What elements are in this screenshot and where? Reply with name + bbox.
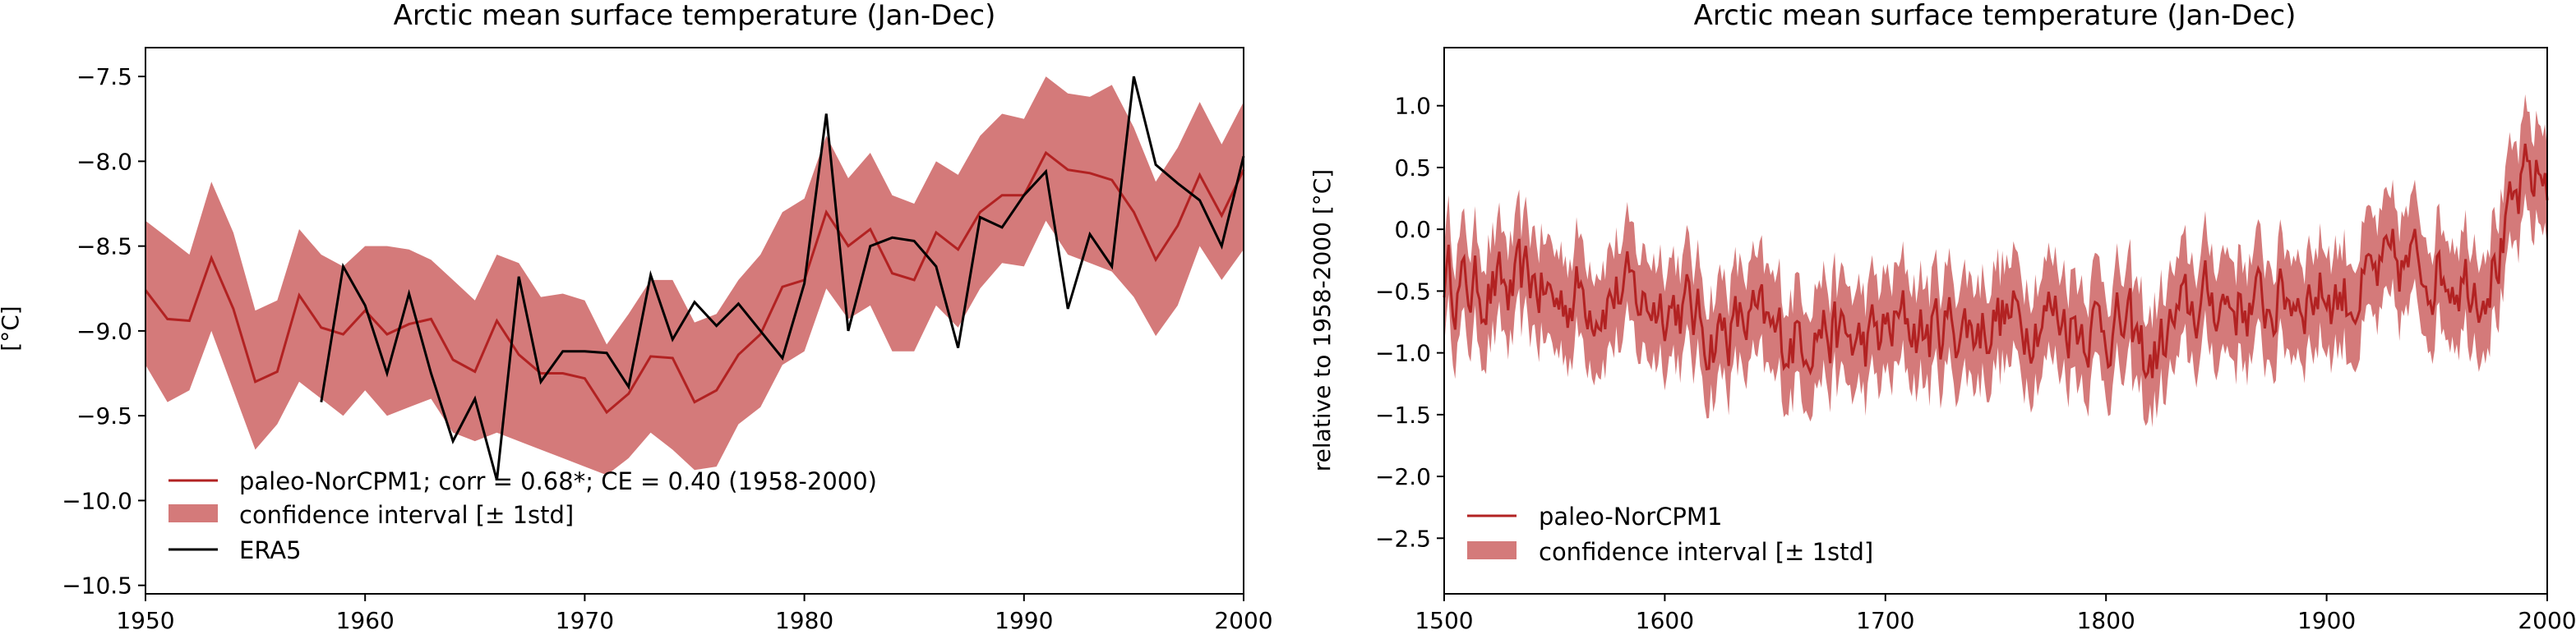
x-tick-label: 2000 (2518, 607, 2576, 634)
x-tick-label: 1600 (1636, 607, 1694, 634)
y-tick-label: −2.0 (1375, 463, 1431, 490)
series-line-era5 (320, 76, 1245, 480)
x-tick-label: 1500 (1415, 607, 1473, 634)
y-tick-label: −8.5 (76, 233, 132, 260)
x-tick-label: 2000 (1214, 607, 1272, 634)
x-tick-label: 1980 (775, 607, 833, 634)
x-tick-label: 1990 (995, 607, 1053, 634)
right-legend-band-swatch (1467, 541, 1517, 559)
series-line-paleo-norcpm1 (144, 150, 1245, 415)
left-ticks: 1950 1960 1970 1980 1990 2000 −10.5 −10.0 −9.5 −9… (62, 63, 1272, 634)
left-legend-entry-era5: ERA5 (239, 536, 302, 564)
left-y-axis-label: [°C] (0, 306, 24, 351)
left-legend: paleo-NorCPM1; corr = 0.68*; CE = 0.40 (… (169, 467, 877, 564)
x-tick-label: 1700 (1856, 607, 1914, 634)
y-tick-label: 0.5 (1394, 154, 1431, 182)
x-tick-label: 1800 (2077, 607, 2135, 634)
x-tick-label: 1970 (556, 607, 614, 634)
y-tick-label: −0.5 (1375, 278, 1431, 305)
left-confidence-band (145, 76, 1244, 476)
right-plot-frame (1443, 47, 2548, 595)
y-tick-label: −9.0 (76, 318, 132, 345)
right-confidence-band (1444, 94, 2547, 428)
y-tick-label: −1.5 (1375, 402, 1431, 429)
confidence-band-area (145, 76, 1244, 476)
left-legend-entry-mean: paleo-NorCPM1; corr = 0.68*; CE = 0.40 (… (239, 467, 877, 495)
left-chart: Arctic mean surface temperature (Jan-Dec… (0, 0, 1273, 634)
y-tick-label: 1.0 (1394, 93, 1431, 120)
y-tick-label: −9.5 (76, 402, 132, 430)
right-lines (1443, 143, 2549, 379)
x-tick-label: 1900 (2297, 607, 2356, 634)
confidence-band-area (1444, 94, 2547, 428)
right-chart-title: Arctic mean surface temperature (Jan-Dec… (1694, 0, 2297, 32)
y-tick-label: −7.5 (76, 63, 132, 90)
right-chart: Arctic mean surface temperature (Jan-Dec… (1309, 0, 2576, 634)
y-tick-label: −8.0 (76, 148, 132, 175)
right-legend: paleo-NorCPM1 confidence interval [± 1st… (1467, 503, 1873, 566)
right-legend-entry-mean: paleo-NorCPM1 (1539, 503, 1722, 531)
y-tick-label: −10.0 (62, 487, 132, 514)
left-legend-entry-band: confidence interval [± 1std] (239, 501, 574, 529)
left-legend-band-swatch (169, 504, 218, 522)
y-tick-label: −1.0 (1375, 340, 1431, 367)
y-tick-label: −10.5 (62, 572, 132, 600)
left-chart-title: Arctic mean surface temperature (Jan-Dec… (394, 0, 996, 32)
right-ticks: 1500 1600 1700 1800 1900 2000 −2.5 −2.0 −1.5 −1.0… (1375, 93, 2576, 634)
y-tick-label: 0.0 (1394, 216, 1431, 243)
left-lines (144, 76, 1245, 480)
x-tick-label: 1960 (336, 607, 395, 634)
right-legend-entry-band: confidence interval [± 1std] (1539, 538, 1873, 566)
right-y-axis-label: relative to 1958-2000 [°C] (1309, 169, 1336, 471)
x-tick-label: 1950 (116, 607, 174, 634)
series-line-paleo-norcpm1 (1443, 143, 2549, 379)
left-plot-frame (145, 47, 1244, 595)
y-tick-label: −2.5 (1375, 525, 1431, 552)
